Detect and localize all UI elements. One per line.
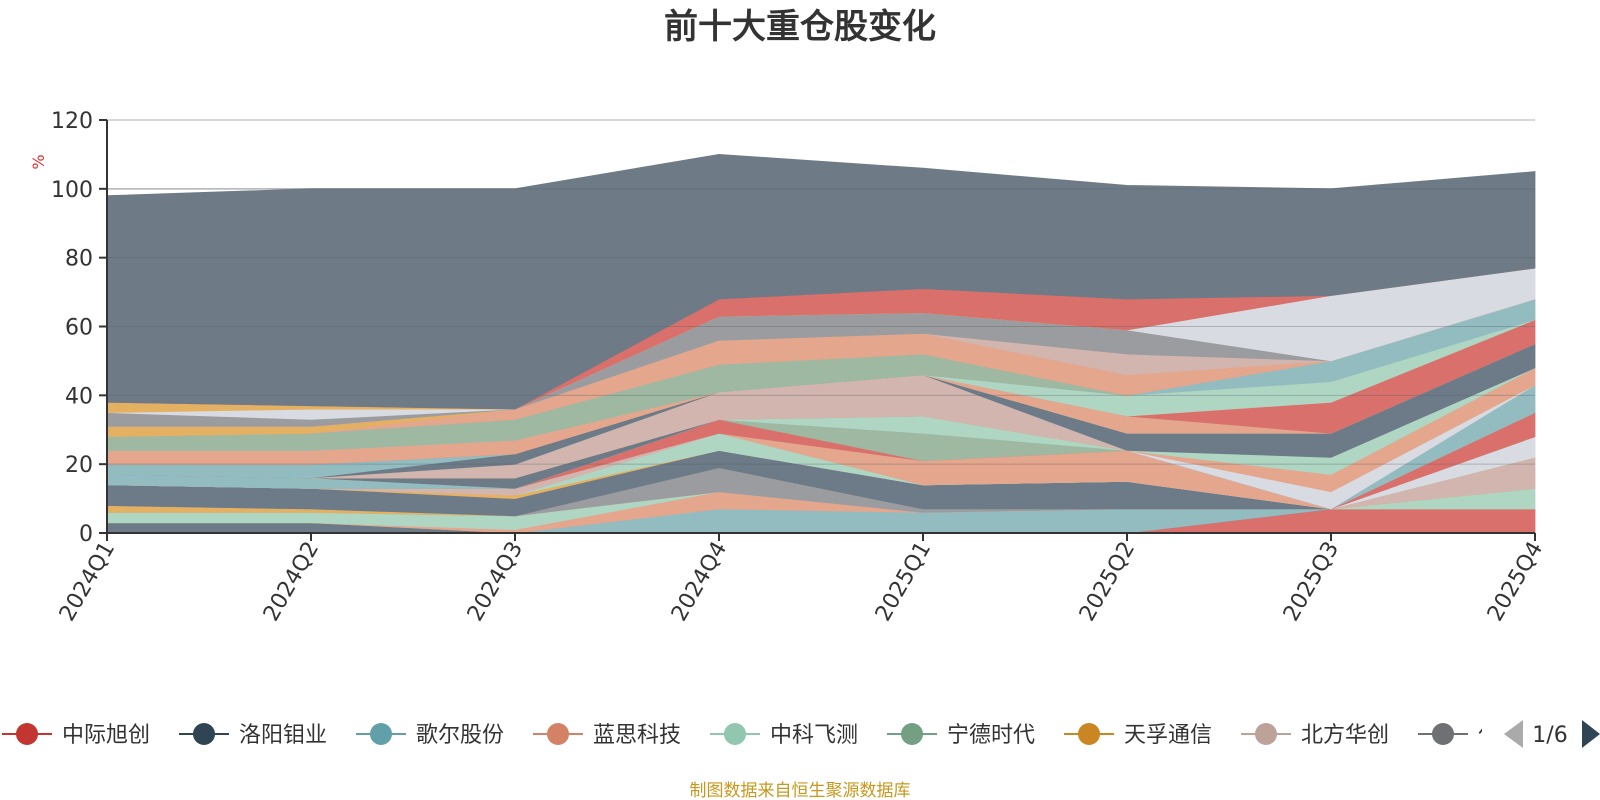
legend-label: 歌尔股份 bbox=[416, 723, 504, 748]
x-tick-label: 2025Q3 bbox=[1279, 538, 1344, 626]
legend-clip bbox=[1482, 710, 1600, 760]
legend-item[interactable]: 中科飞测 bbox=[710, 723, 858, 748]
y-tick-label: 120 bbox=[51, 109, 93, 134]
legend-item[interactable]: 宁德时代 bbox=[887, 723, 1035, 748]
legend-item[interactable]: 中际旭创 bbox=[2, 723, 150, 748]
area-series-41 bbox=[106, 153, 1536, 410]
legend-item[interactable]: 洛阳钼业 bbox=[179, 723, 327, 748]
legend-label: 蓝思科技 bbox=[593, 723, 681, 748]
legend-marker bbox=[16, 723, 38, 745]
legend-item[interactable]: 北方华创 bbox=[1241, 723, 1389, 748]
x-tick-label: 2025Q4 bbox=[1483, 538, 1548, 626]
legend-page-indicator: 1/6 bbox=[1532, 723, 1567, 748]
x-tick-label: 2025Q1 bbox=[871, 538, 936, 626]
legend-next-arrow-icon[interactable] bbox=[1582, 720, 1600, 748]
x-tick-label: 2025Q2 bbox=[1075, 538, 1140, 626]
legend-label: 宁德时代 bbox=[947, 723, 1035, 748]
legend-marker bbox=[1432, 723, 1454, 745]
legend-marker bbox=[1255, 723, 1277, 745]
legend-item[interactable]: 蓝思科技 bbox=[533, 723, 681, 748]
x-tick-label: 2024Q3 bbox=[463, 538, 528, 626]
legend-marker bbox=[1078, 723, 1100, 745]
legend-marker bbox=[901, 723, 923, 745]
legend-marker bbox=[370, 723, 392, 745]
y-axis-unit-label: % bbox=[29, 154, 48, 169]
data-source-footer: 制图数据来自恒生聚源数据库 bbox=[690, 781, 911, 800]
x-tick-label: 2024Q4 bbox=[667, 538, 732, 626]
y-tick-label: 0 bbox=[79, 522, 93, 547]
legend-label: 中科飞测 bbox=[770, 723, 858, 748]
legend-label: 中际旭创 bbox=[62, 723, 150, 748]
chart-title: 前十大重仓股变化 bbox=[664, 7, 936, 47]
legend-label: 天孚通信 bbox=[1124, 723, 1212, 748]
legend-marker bbox=[193, 723, 215, 745]
legend-marker bbox=[547, 723, 569, 745]
legend-label: 北方华创 bbox=[1301, 723, 1389, 748]
legend: 中际旭创洛阳钼业歌尔股份蓝思科技中科飞测宁德时代天孚通信北方华创仁1/6 bbox=[2, 710, 1600, 760]
y-tick-label: 60 bbox=[65, 316, 93, 341]
legend-item[interactable]: 歌尔股份 bbox=[356, 723, 504, 748]
x-tick-label: 2024Q2 bbox=[259, 538, 324, 626]
y-tick-label: 80 bbox=[65, 247, 93, 272]
legend-marker bbox=[724, 723, 746, 745]
y-tick-label: 100 bbox=[51, 178, 93, 203]
x-tick-label: 2024Q1 bbox=[55, 538, 120, 626]
legend-prev-arrow-icon[interactable] bbox=[1504, 720, 1523, 748]
area-series-group bbox=[106, 153, 1536, 534]
legend-item[interactable]: 天孚通信 bbox=[1064, 723, 1212, 748]
y-tick-label: 20 bbox=[65, 453, 93, 478]
legend-label: 洛阳钼业 bbox=[239, 723, 327, 748]
y-tick-label: 40 bbox=[65, 384, 93, 409]
